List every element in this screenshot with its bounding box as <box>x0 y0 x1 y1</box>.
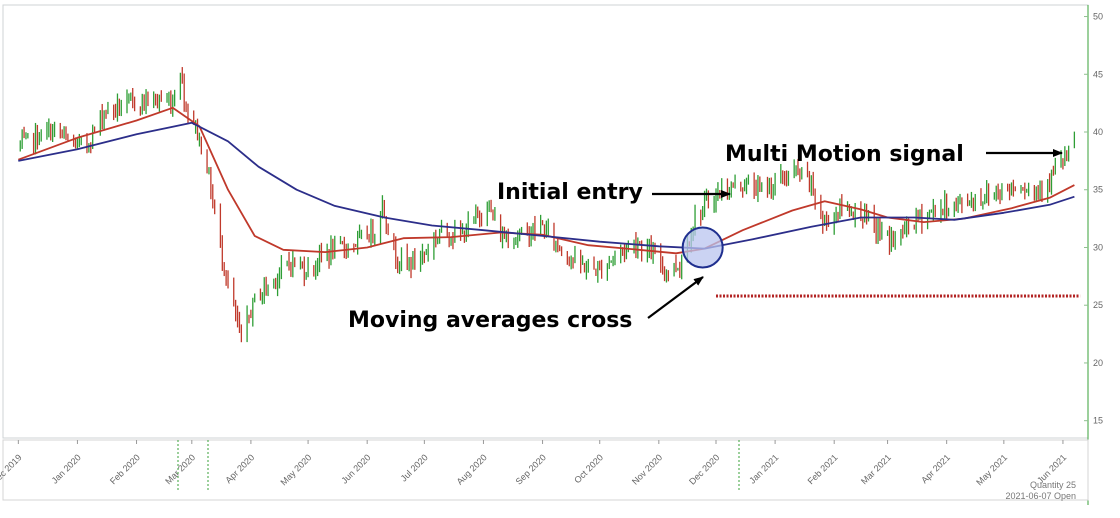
footer-date: 2021-06-07 Open <box>1005 491 1076 501</box>
time-axis-panel <box>2 439 1089 501</box>
y-tick-label: 50 <box>1093 12 1103 22</box>
y-tick-label: 30 <box>1093 242 1103 252</box>
y-tick-label: 25 <box>1093 300 1103 310</box>
moving-averages <box>17 106 1075 255</box>
y-tick-label: 45 <box>1093 69 1103 79</box>
annotation-initial-entry: Initial entry <box>497 180 643 205</box>
y-axis: 15 20 25 30 35 40 45 50 <box>1084 12 1103 426</box>
annotation-moving-averages-cross: Moving averages cross <box>348 308 632 333</box>
footer-quantity: Quantity 25 <box>1030 480 1076 490</box>
cross-circle <box>681 226 724 269</box>
annotation-multi-motion-signal: Multi Motion signal <box>725 142 964 167</box>
ma-line-blue <box>18 121 1075 250</box>
arrow-ma-cross <box>647 276 704 319</box>
y-tick-label: 20 <box>1093 358 1103 368</box>
y-tick-label: 15 <box>1093 416 1103 426</box>
y-tick-label: 40 <box>1093 127 1103 137</box>
ma-line-red <box>17 106 1075 255</box>
y-tick-label: 35 <box>1093 185 1103 195</box>
